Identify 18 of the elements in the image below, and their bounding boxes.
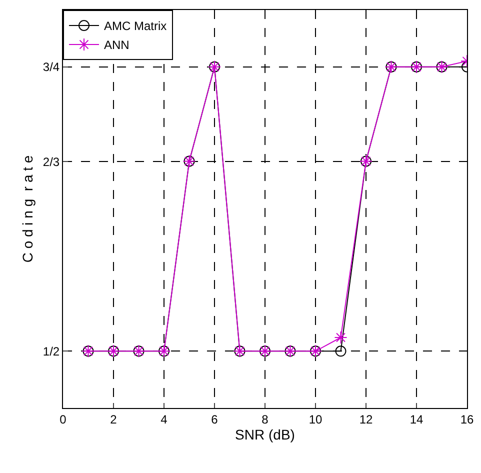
- legend-label: AMC Matrix: [104, 19, 167, 34]
- legend-label: ANN: [104, 38, 130, 52]
- x-tick-label: 4: [160, 412, 168, 426]
- x-tick-label: 16: [460, 412, 474, 426]
- y-tick-label: 3/4: [42, 60, 60, 74]
- point: [335, 346, 346, 357]
- x-tick-label: 2: [110, 412, 118, 426]
- y-axis-title: C o d i n g r a t e: [20, 155, 36, 263]
- x-tick-label: 8: [262, 412, 269, 426]
- point: [334, 331, 348, 344]
- y-tick-label: 1/2: [42, 344, 60, 358]
- x-tick-label: 6: [211, 412, 218, 426]
- x-tick-label: 0: [60, 412, 67, 426]
- x-tick-label: 14: [410, 412, 424, 426]
- x-tick-label: 12: [359, 412, 373, 426]
- y-tick-label: 2/3: [42, 154, 60, 169]
- x-axis-title: SNR (dB): [235, 426, 295, 443]
- x-tick-label: 10: [308, 412, 322, 426]
